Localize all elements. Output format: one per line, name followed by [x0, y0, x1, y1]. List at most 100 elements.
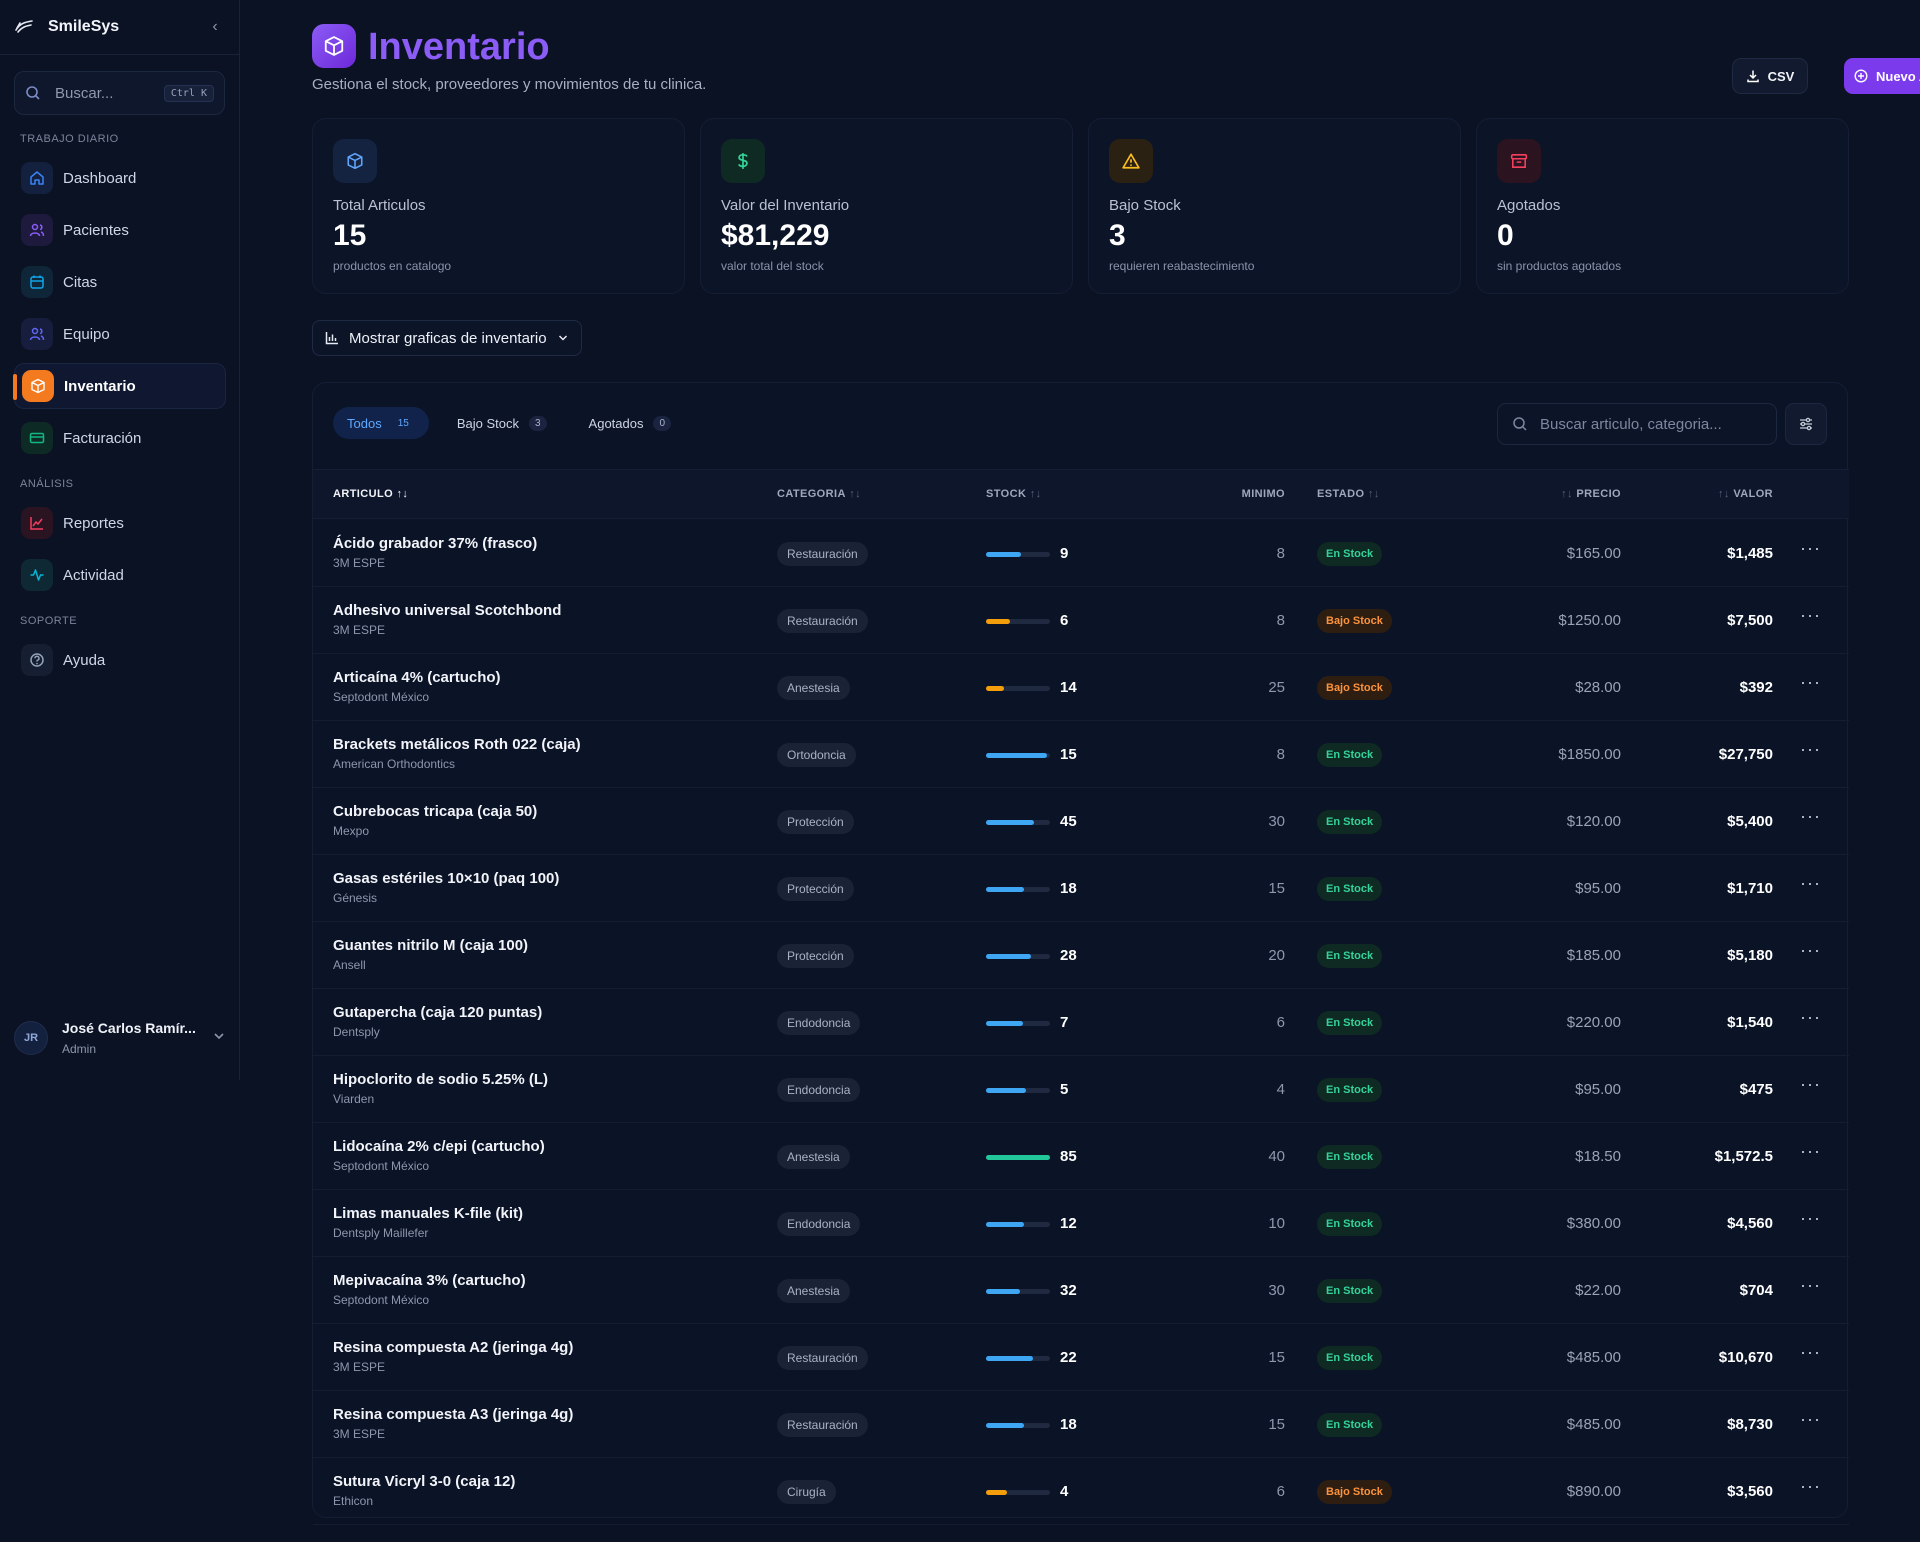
- sort-icon: ↑↓: [1029, 488, 1042, 500]
- more-options-icon[interactable]: ···: [1800, 1208, 1821, 1228]
- table-row[interactable]: Mepivacaína 3% (cartucho) Septodont Méxi…: [313, 1257, 1849, 1324]
- price-value: $18.50: [1575, 1148, 1621, 1165]
- col-valor[interactable]: ↑↓ VALOR: [1718, 488, 1773, 500]
- more-options-icon[interactable]: ···: [1800, 1007, 1821, 1027]
- sidebar-item-inventario[interactable]: Inventario: [13, 363, 226, 409]
- tab-count: 3: [528, 415, 547, 431]
- sidebar-item-label: Actividad: [63, 566, 124, 584]
- tab-bajo-stock[interactable]: Bajo Stock 3: [443, 407, 561, 439]
- total-value: $7,500: [1727, 612, 1773, 629]
- sidebar-item-reportes[interactable]: Reportes: [14, 500, 226, 546]
- stock-value: 7: [1060, 1014, 1069, 1031]
- more-options-icon[interactable]: ···: [1800, 806, 1821, 826]
- more-options-icon[interactable]: ···: [1800, 672, 1821, 692]
- stock-bar-fill: [986, 1289, 1020, 1294]
- sidebar-item-ayuda[interactable]: Ayuda: [14, 637, 226, 683]
- more-options-icon[interactable]: ···: [1800, 873, 1821, 893]
- table-row[interactable]: Sutura Vicryl 3-0 (caja 12) Ethicon Ciru…: [313, 1458, 1849, 1525]
- table-row[interactable]: Lidocaína 2% c/epi (cartucho) Septodont …: [313, 1123, 1849, 1190]
- page-subtitle: Gestiona el stock, proveedores y movimie…: [312, 76, 707, 93]
- minimum-value: 6: [1276, 1483, 1285, 1500]
- category-badge: Restauración: [777, 609, 868, 633]
- sidebar-item-equipo[interactable]: Equipo: [14, 311, 226, 357]
- tooth-logo-icon: [14, 17, 34, 37]
- sidebar-item-dashboard[interactable]: Dashboard: [14, 155, 226, 201]
- tab-todos[interactable]: Todos 15: [333, 407, 429, 439]
- tab-agotados[interactable]: Agotados 0: [575, 407, 686, 439]
- stock-bar-fill: [986, 1423, 1025, 1428]
- table-row[interactable]: Limas manuales K-file (kit) Dentsply Mai…: [313, 1190, 1849, 1257]
- search-shortcut: Ctrl K: [163, 84, 214, 102]
- col-precio[interactable]: ↑↓ PRECIO: [1561, 488, 1621, 500]
- user-menu[interactable]: JR José Carlos Ramír... Admin: [14, 1010, 226, 1066]
- category-badge: Cirugía: [777, 1480, 836, 1504]
- stat-value: $81,229: [721, 219, 830, 252]
- more-options-icon[interactable]: ···: [1800, 1275, 1821, 1295]
- total-value: $704: [1739, 1282, 1773, 1299]
- more-options-icon[interactable]: ···: [1800, 739, 1821, 759]
- table-row[interactable]: Gutapercha (caja 120 puntas) Dentsply En…: [313, 989, 1849, 1056]
- stock-value: 15: [1060, 746, 1077, 763]
- stock-bar: [986, 1356, 1050, 1361]
- sidebar-item-citas[interactable]: Citas: [14, 259, 226, 305]
- table-row[interactable]: Resina compuesta A3 (jeringa 4g) 3M ESPE…: [313, 1391, 1849, 1458]
- stock-bar: [986, 753, 1050, 758]
- category-badge: Anestesia: [777, 1279, 850, 1303]
- price-value: $95.00: [1575, 880, 1621, 897]
- col-stock[interactable]: STOCK ↑↓: [986, 488, 1042, 500]
- sort-icon: ↑↓: [396, 488, 409, 500]
- filter-settings-button[interactable]: [1785, 403, 1827, 445]
- download-icon: [1746, 70, 1759, 83]
- stat-sub: sin productos agotados: [1497, 259, 1622, 273]
- status-badge: En Stock: [1317, 877, 1383, 901]
- article-supplier: Génesis: [333, 891, 378, 905]
- user-name: José Carlos Ramír...: [62, 1020, 196, 1036]
- search-icon: [25, 85, 41, 101]
- stat-label: Agotados: [1497, 197, 1561, 214]
- col-estado[interactable]: ESTADO ↑↓: [1317, 488, 1380, 500]
- export-csv-button[interactable]: CSV: [1732, 58, 1808, 94]
- more-options-icon[interactable]: ···: [1800, 1342, 1821, 1362]
- more-options-icon[interactable]: ···: [1800, 1409, 1821, 1429]
- table-row[interactable]: Gasas estériles 10×10 (paq 100) Génesis …: [313, 855, 1849, 922]
- col-categoria[interactable]: CATEGORIA ↑↓: [777, 488, 861, 500]
- total-value: $475: [1739, 1081, 1773, 1098]
- minimum-value: 8: [1276, 746, 1285, 763]
- table-row[interactable]: Hipoclorito de sodio 5.25% (L) Viarden E…: [313, 1056, 1849, 1123]
- more-options-icon[interactable]: ···: [1800, 1476, 1821, 1496]
- price-value: $220.00: [1566, 1014, 1621, 1031]
- category-badge: Restauración: [777, 1346, 868, 1370]
- table-row[interactable]: Adhesivo universal Scotchbond 3M ESPE Re…: [313, 587, 1849, 654]
- table-row[interactable]: Cubrebocas tricapa (caja 50) Mexpo Prote…: [313, 788, 1849, 855]
- sidebar-item-label: Equipo: [63, 325, 110, 343]
- stock-bar-fill: [986, 954, 1031, 959]
- sidebar-item-actividad[interactable]: Actividad: [14, 552, 226, 598]
- stock-bar-fill: [986, 619, 1011, 624]
- more-options-icon[interactable]: ···: [1800, 1141, 1821, 1161]
- table-row[interactable]: Guantes nitrilo M (caja 100) Ansell Prot…: [313, 922, 1849, 989]
- stat-value: 3: [1109, 219, 1126, 252]
- plus-circle-icon: [1854, 69, 1868, 83]
- table-row[interactable]: Ácido grabador 37% (frasco) 3M ESPE Rest…: [313, 520, 1849, 587]
- sidebar-item-pacientes[interactable]: Pacientes: [14, 207, 226, 253]
- stock-value: 85: [1060, 1148, 1077, 1165]
- article-supplier: 3M ESPE: [333, 1360, 386, 1374]
- more-options-icon[interactable]: ···: [1800, 605, 1821, 625]
- sidebar-item-facturacion[interactable]: Facturación: [14, 415, 226, 461]
- more-options-icon[interactable]: ···: [1800, 1074, 1821, 1094]
- price-value: $1850.00: [1558, 746, 1621, 763]
- sidebar-search[interactable]: Buscar... Ctrl K: [14, 71, 225, 115]
- category-badge: Endodoncia: [777, 1212, 861, 1236]
- table-row[interactable]: Resina compuesta A2 (jeringa 4g) 3M ESPE…: [313, 1324, 1849, 1391]
- show-charts-toggle[interactable]: Mostrar graficas de inventario: [312, 320, 582, 356]
- more-options-icon[interactable]: ···: [1800, 538, 1821, 558]
- price-value: $28.00: [1575, 679, 1621, 696]
- more-options-icon[interactable]: ···: [1800, 940, 1821, 960]
- table-search-input[interactable]: Buscar articulo, categoria...: [1497, 403, 1777, 445]
- col-label: STOCK: [986, 488, 1027, 500]
- chevron-left-icon[interactable]: ‹: [212, 18, 218, 35]
- table-row[interactable]: Brackets metálicos Roth 022 (caja) Ameri…: [313, 721, 1849, 788]
- new-article-button[interactable]: Nuevo Articulo: [1844, 58, 1920, 94]
- table-row[interactable]: Articaína 4% (cartucho) Septodont México…: [313, 654, 1849, 721]
- col-articulo[interactable]: ARTICULO ↑↓: [333, 488, 408, 500]
